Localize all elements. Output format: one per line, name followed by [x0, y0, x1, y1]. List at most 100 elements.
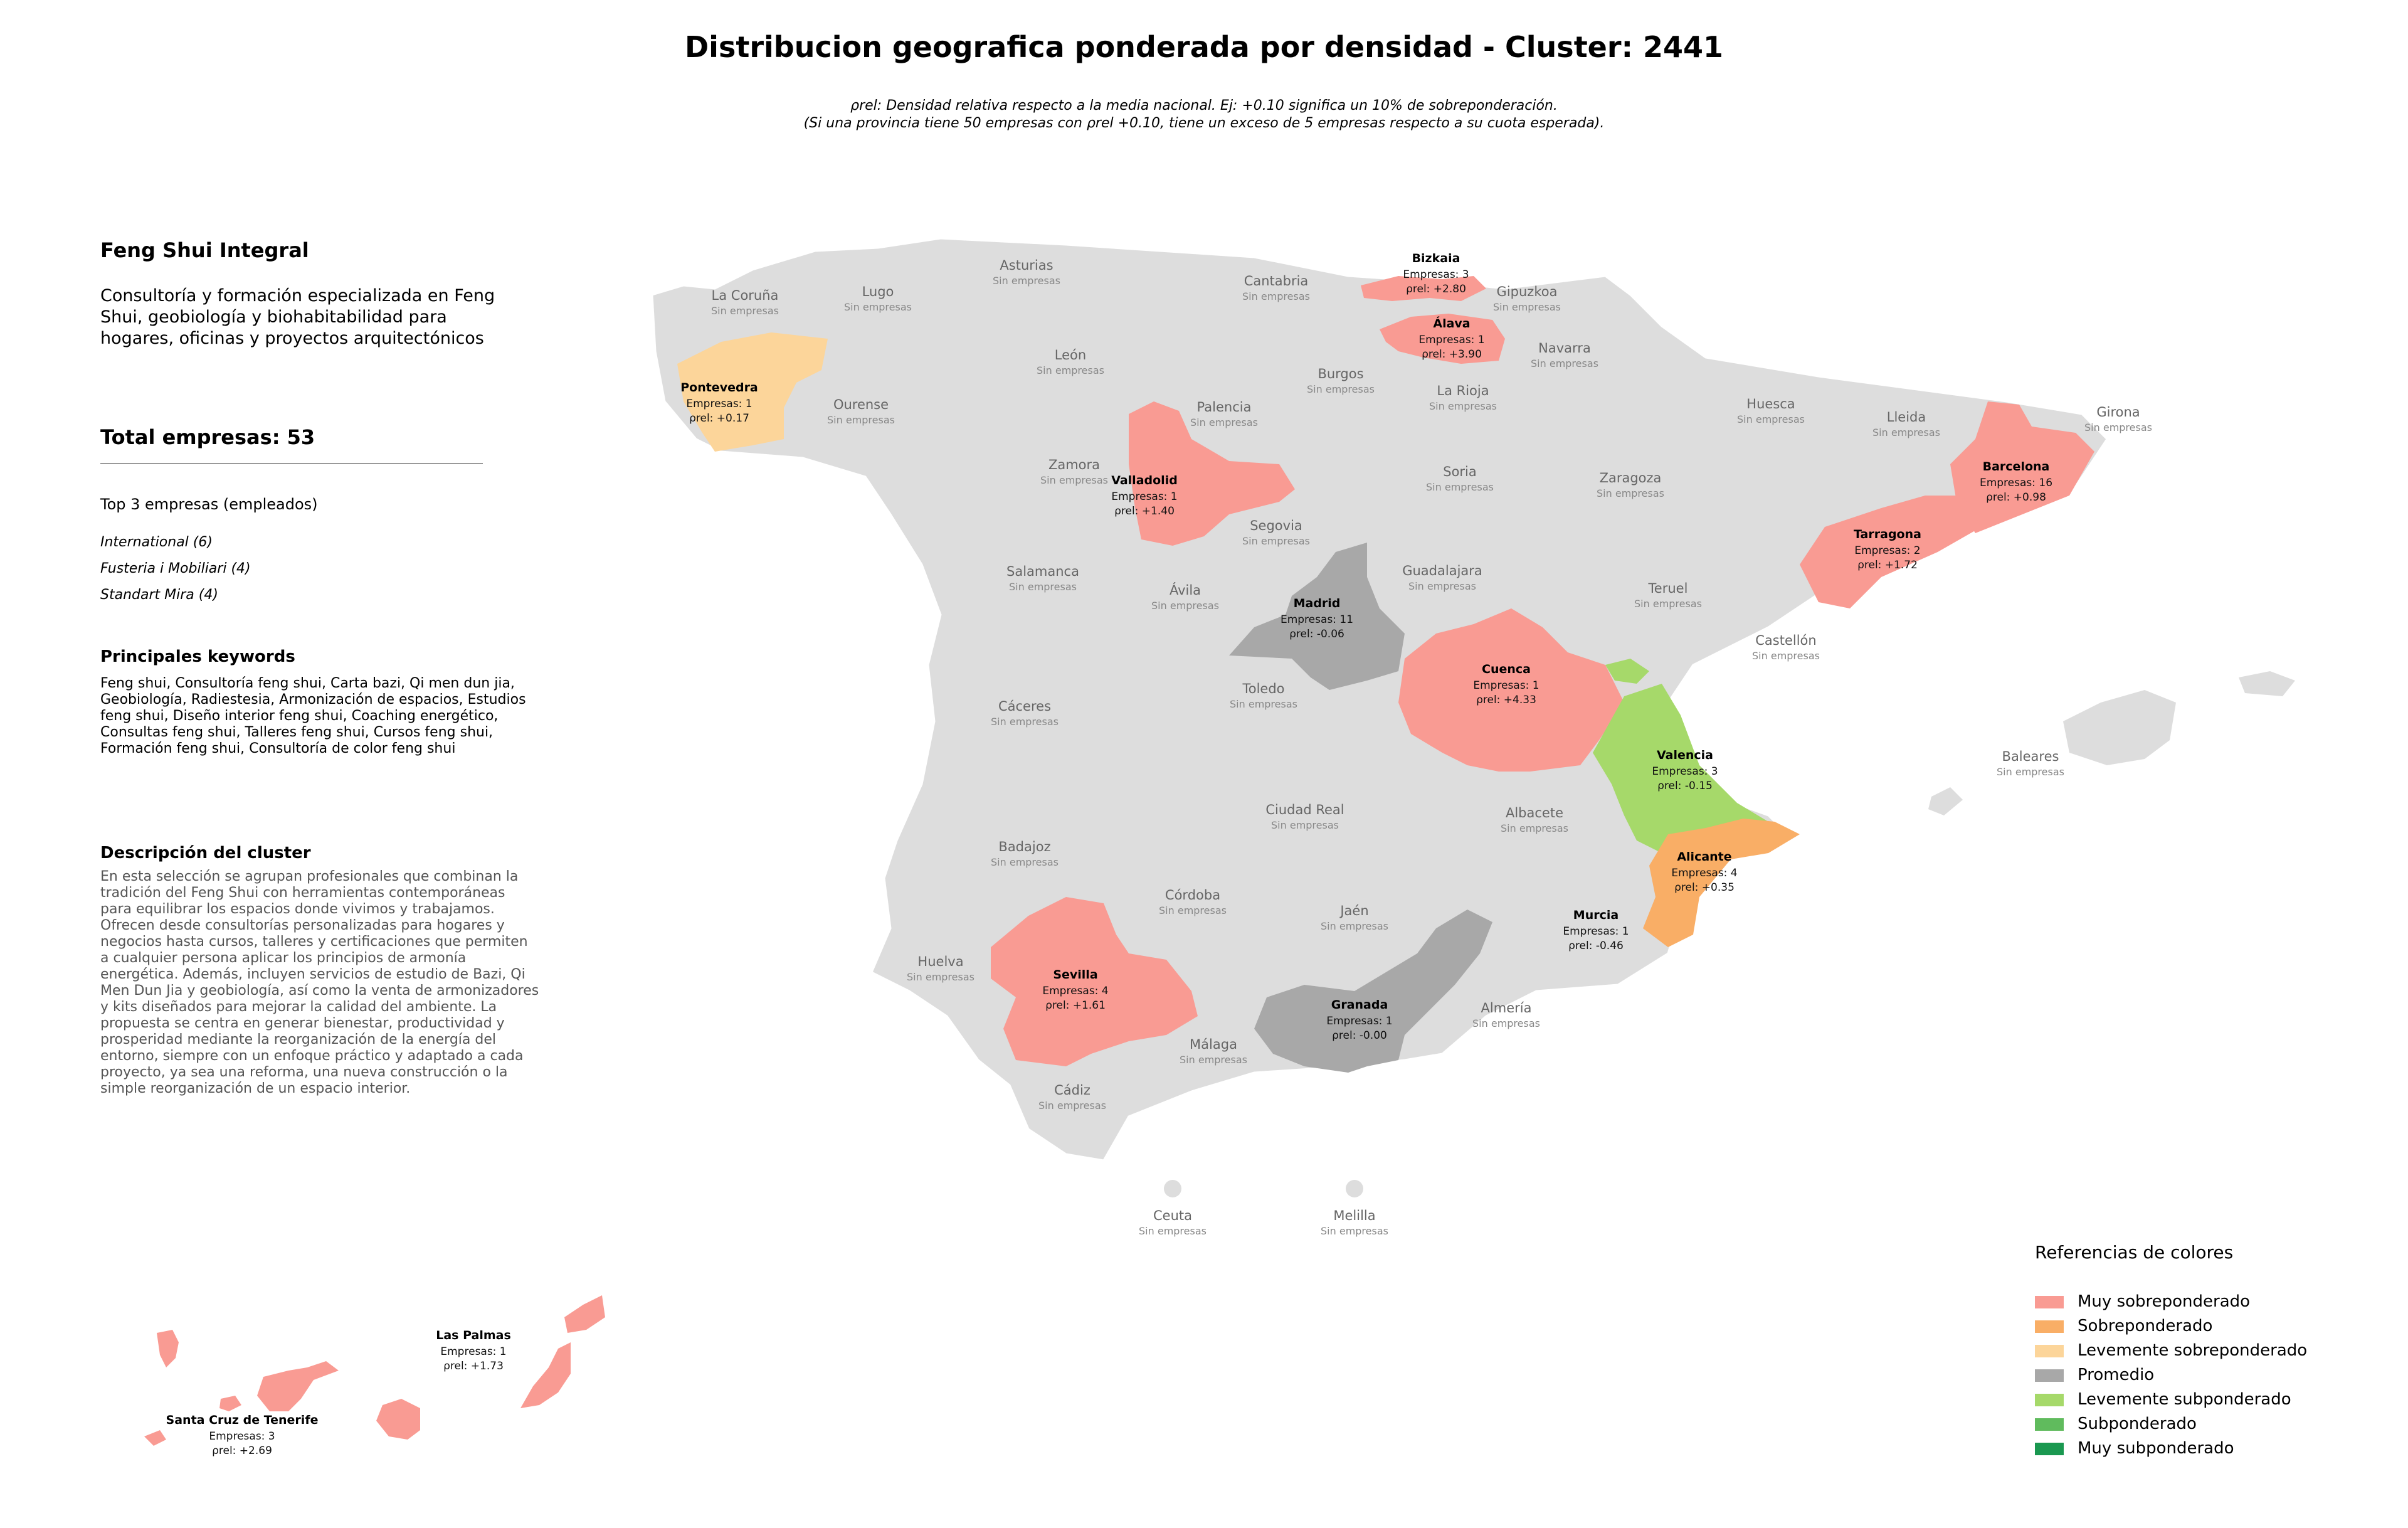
- province-alicante[interactable]: [1643, 819, 1800, 947]
- province-empty-note: Sin empresas: [1321, 920, 1388, 932]
- province-label: Murcia: [1573, 908, 1619, 922]
- top3-item: International (6): [100, 534, 213, 550]
- cluster-description: En esta selección se agrupan profesional…: [100, 869, 539, 1096]
- province-density: ρrel: +1.61: [1045, 999, 1106, 1012]
- province-alava[interactable]: [1380, 314, 1505, 364]
- province-pontevedra[interactable]: [677, 332, 828, 452]
- province-empty-note: Sin empresas: [1009, 581, 1077, 593]
- province-empty-note: Sin empresas: [1151, 600, 1219, 612]
- legend-item: Subponderado: [2035, 1414, 2197, 1435]
- province-density: ρrel: +1.72: [1857, 559, 1918, 571]
- province-valladolid[interactable]: [1129, 401, 1295, 546]
- province-label: Burgos: [1318, 366, 1363, 381]
- province-count: Empresas: 1: [1473, 679, 1539, 692]
- total-companies: Total empresas: 53: [100, 425, 315, 449]
- legend-label: Levemente subponderado: [2078, 1390, 2291, 1409]
- province-label: Castellón: [1755, 633, 1816, 648]
- top3-item: Fusteria i Mobiliari (4): [100, 561, 251, 576]
- legend-swatch: [2035, 1442, 2064, 1455]
- province-label: Albacete: [1506, 805, 1563, 820]
- province-empty-note: Sin empresas: [1634, 598, 1702, 610]
- legend-label: Sobreponderado: [2078, 1317, 2213, 1335]
- legend-item: Levemente sobreponderado: [2035, 1341, 2307, 1361]
- province-count: Empresas: 1: [1418, 334, 1484, 346]
- legend-label: Levemente sobreponderado: [2078, 1341, 2308, 1360]
- province-barcelona[interactable]: [1950, 401, 2094, 533]
- province-valencia-enclave[interactable]: [1605, 659, 1649, 684]
- island-el-hierro: [144, 1430, 166, 1446]
- province-label: Córdoba: [1165, 888, 1220, 903]
- province-density: ρrel: +0.35: [1674, 881, 1735, 894]
- province-label: Guadalajara: [1402, 563, 1482, 578]
- province-label: Ourense: [833, 397, 889, 412]
- legend-swatch: [2035, 1320, 2064, 1333]
- map-title: Distribucion geografica ponderada por de…: [685, 30, 1723, 64]
- island-gran-canaria: [376, 1399, 420, 1440]
- legend-swatch: [2035, 1418, 2064, 1431]
- province-label: Badajoz: [998, 839, 1050, 854]
- legend-item: Sobreponderado: [2035, 1317, 2212, 1337]
- province-empty-note: Sin empresas: [1597, 487, 1664, 499]
- province-label: Huelva: [917, 954, 963, 969]
- province-cuenca[interactable]: [1398, 608, 1624, 772]
- province-empty-note: Sin empresas: [1752, 650, 1820, 662]
- province-label: Pontevedra: [680, 381, 758, 395]
- province-label: Melilla: [1333, 1208, 1375, 1223]
- province-label: Zamora: [1048, 457, 1100, 472]
- keywords-text: Feng shui, Consultoría feng shui, Carta …: [100, 676, 526, 756]
- ibiza-land: [1928, 787, 1963, 815]
- legend-item: Levemente subponderado: [2035, 1390, 2291, 1410]
- province-count: Empresas: 2: [1854, 544, 1920, 557]
- keywords-title: Principales keywords: [100, 647, 295, 666]
- province-empty-note: Sin empresas: [1429, 400, 1497, 412]
- top3-title: Top 3 empresas (empleados): [100, 496, 318, 513]
- legend-item: Promedio: [2035, 1366, 2154, 1386]
- province-sevilla[interactable]: [991, 897, 1198, 1066]
- legend-swatch: [2035, 1369, 2064, 1382]
- legend-label: Muy subponderado: [2078, 1439, 2234, 1458]
- province-label: Cantabria: [1244, 273, 1309, 289]
- company-name: Feng Shui Integral: [100, 238, 309, 262]
- province-label: Jaén: [1339, 903, 1368, 918]
- province-density: ρrel: -0.06: [1289, 628, 1344, 640]
- legend-swatch: [2035, 1295, 2064, 1308]
- province-label: Cuenca: [1482, 662, 1531, 676]
- province-tarragona[interactable]: [1800, 496, 1982, 608]
- top3-item: Standart Mira (4): [100, 587, 218, 603]
- province-empty-note: Sin empresas: [991, 716, 1059, 728]
- province-empty-note: Sin empresas: [1037, 364, 1104, 376]
- province-empty-note: Sin empresas: [827, 414, 895, 426]
- province-label: Cádiz: [1054, 1083, 1090, 1098]
- province-label: Asturias: [1000, 258, 1053, 273]
- province-label: Las Palmas: [436, 1329, 511, 1342]
- province-label: La Rioja: [1437, 383, 1489, 398]
- province-label: Granada: [1331, 998, 1388, 1012]
- province-label: Lugo: [862, 284, 894, 299]
- province-label: Álava: [1433, 316, 1470, 331]
- province-density: ρrel: -0.46: [1568, 940, 1624, 952]
- province-label: Segovia: [1250, 518, 1302, 533]
- province-empty-note: Sin empresas: [1426, 481, 1494, 493]
- island-tenerife: [257, 1361, 339, 1411]
- province-label: Gipuzkoa: [1497, 284, 1558, 299]
- province-bizkaia[interactable]: [1361, 276, 1486, 301]
- province-empty-note: Sin empresas: [1307, 383, 1375, 395]
- province-label: Baleares: [2002, 749, 2059, 764]
- province-label: Toledo: [1242, 681, 1284, 696]
- province-count: Empresas: 1: [1326, 1015, 1392, 1027]
- province-density: ρrel: +1.73: [443, 1360, 504, 1372]
- legend-label: Promedio: [2078, 1366, 2155, 1384]
- province-madrid[interactable]: [1229, 543, 1405, 690]
- province-granada[interactable]: [1254, 910, 1492, 1073]
- province-count: Empresas: 3: [1652, 765, 1718, 778]
- legend-item: Muy sobreponderado: [2035, 1292, 2250, 1312]
- province-empty-note: Sin empresas: [1040, 474, 1108, 486]
- province-count: Empresas: 4: [1671, 867, 1737, 879]
- province-label: Palencia: [1197, 400, 1252, 415]
- province-label: Valencia: [1657, 748, 1713, 762]
- province-valencia[interactable]: [1593, 684, 1768, 859]
- province-empty-note: Sin empresas: [1321, 1225, 1388, 1237]
- province-label: Madrid: [1294, 597, 1341, 610]
- province-empty-note: Sin empresas: [1271, 819, 1339, 831]
- province-label: Málaga: [1190, 1037, 1237, 1052]
